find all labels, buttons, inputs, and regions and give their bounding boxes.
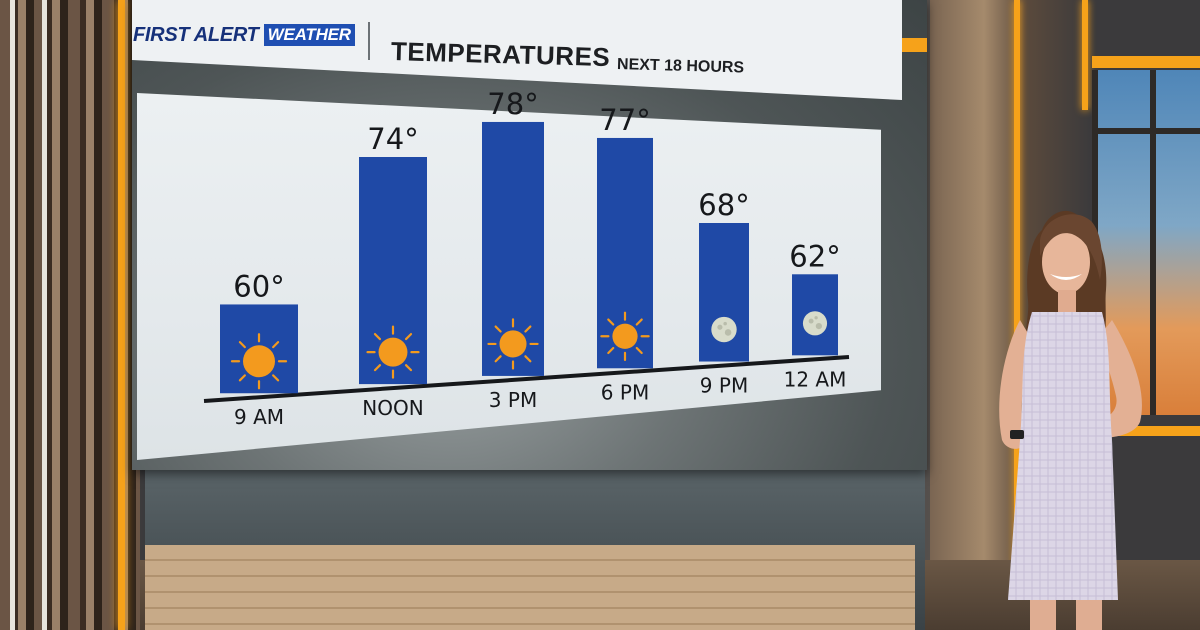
sun-icon	[487, 318, 539, 370]
sun-icon	[600, 311, 650, 361]
category-label: NOON	[362, 396, 423, 420]
category-label: 3 PM	[489, 388, 537, 412]
window-mullion	[1150, 70, 1156, 415]
moon-icon	[802, 311, 828, 336]
category-label: 9 AM	[234, 405, 284, 429]
orange-light-strip	[118, 0, 125, 630]
desk-wood-panel	[145, 545, 915, 630]
light-strip	[10, 0, 15, 630]
bar-value-label: 62°	[789, 239, 840, 273]
station-logo: FIRST ALERT WEATHER	[133, 20, 355, 50]
category-label: 6 PM	[601, 380, 649, 404]
logo-badge: WEATHER	[263, 24, 355, 46]
sun-icon	[230, 333, 288, 390]
bar-value-label: 60°	[233, 269, 284, 303]
sun-icon	[366, 325, 420, 379]
category-label: 9 PM	[700, 374, 748, 398]
category-label: 12 AM	[784, 367, 847, 391]
bars-layer: 60° 9 AM 74° NOON 78° 3 PM 77° 6 PM 68° 9 PM 62° 12…	[220, 87, 846, 429]
orange-light-strip	[1014, 0, 1020, 600]
bar-value-label: 74°	[367, 122, 418, 156]
window-mullion	[1098, 128, 1200, 134]
meteorologist	[999, 210, 1142, 630]
orange-light-strip	[1082, 0, 1088, 110]
light-strip	[42, 0, 47, 630]
bar-value-label: 78°	[487, 87, 538, 121]
moon-icon	[711, 316, 737, 343]
header-divider	[368, 22, 370, 60]
logo-text: FIRST ALERT	[133, 23, 259, 46]
window-light-bar	[1092, 56, 1200, 68]
left-wall-slats	[0, 0, 140, 630]
bar-value-label: 68°	[698, 188, 749, 222]
window-light-bar	[1092, 426, 1200, 436]
chart-baseline	[203, 355, 850, 403]
bar-value-label: 77°	[599, 103, 650, 137]
